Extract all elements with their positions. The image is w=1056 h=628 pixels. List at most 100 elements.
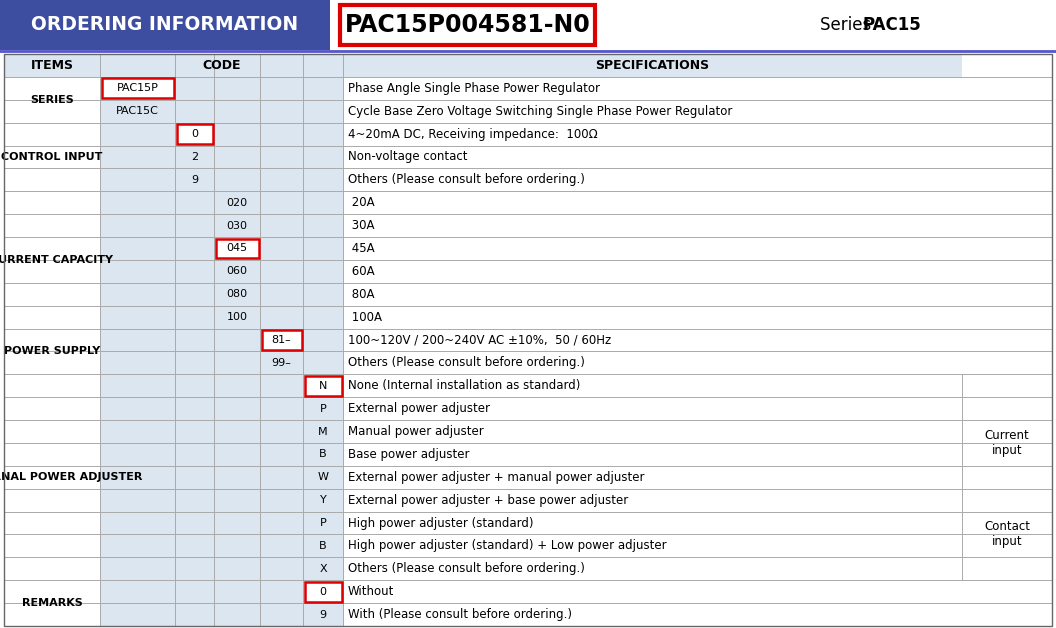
Bar [175, 352, 214, 374]
Bar [175, 512, 214, 534]
Text: PAC15C: PAC15C [116, 106, 159, 116]
Text: External power adjuster: External power adjuster [348, 402, 490, 415]
Text: W: W [318, 472, 328, 482]
Text: ITEMS: ITEMS [31, 59, 74, 72]
Text: N: N [319, 381, 327, 391]
Bar [303, 443, 343, 466]
Text: 100A: 100A [348, 311, 382, 323]
Bar [100, 192, 175, 214]
Text: With (Please consult before ordering.): With (Please consult before ordering.) [348, 608, 572, 621]
Bar [175, 146, 214, 168]
Text: 080: 080 [226, 290, 247, 299]
Bar [260, 603, 303, 626]
Bar [260, 283, 303, 306]
Bar [303, 420, 343, 443]
Bar [175, 192, 214, 214]
Bar [100, 352, 175, 374]
Text: 100~120V / 200~240V AC ±10%,  50 / 60Hz: 100~120V / 200~240V AC ±10%, 50 / 60Hz [348, 333, 611, 347]
Bar [303, 77, 343, 100]
Bar [175, 420, 214, 443]
Text: 2: 2 [191, 152, 199, 162]
Bar [175, 328, 214, 352]
Text: Current
input: Current input [984, 429, 1030, 457]
Bar [175, 534, 214, 558]
Bar [303, 558, 343, 580]
Bar [175, 168, 214, 192]
Text: Contact
input: Contact input [984, 521, 1030, 548]
Bar [100, 374, 175, 397]
Bar [100, 122, 175, 146]
Text: CURRENT CAPACITY: CURRENT CAPACITY [0, 255, 113, 265]
Bar [260, 100, 303, 122]
Text: Y: Y [320, 495, 326, 505]
Bar [260, 328, 303, 352]
Text: 9: 9 [319, 610, 326, 620]
Bar [175, 603, 214, 626]
Text: 30A: 30A [348, 219, 375, 232]
Text: POWER SUPPLY: POWER SUPPLY [4, 347, 100, 357]
Bar [175, 306, 214, 328]
Bar [214, 397, 260, 420]
Bar [303, 352, 343, 374]
Bar [4, 54, 962, 77]
Bar [340, 5, 595, 45]
Text: Without: Without [348, 585, 394, 598]
Bar [214, 192, 260, 214]
Text: 060: 060 [226, 266, 247, 276]
Text: Base power adjuster: Base power adjuster [348, 448, 470, 461]
Bar [214, 443, 260, 466]
Text: 0: 0 [191, 129, 199, 139]
Bar [215, 239, 259, 258]
Text: PAC15P004581-N0: PAC15P004581-N0 [344, 13, 590, 37]
Bar [260, 420, 303, 443]
Bar [260, 580, 303, 603]
Bar [303, 397, 343, 420]
Bar [260, 397, 303, 420]
Text: Non-voltage contact: Non-voltage contact [348, 151, 468, 163]
Bar [100, 603, 175, 626]
Bar [214, 100, 260, 122]
Text: SPECIFICATIONS: SPECIFICATIONS [596, 59, 710, 72]
Bar [175, 237, 214, 260]
Bar [100, 328, 175, 352]
Text: M: M [318, 426, 327, 436]
Bar [175, 214, 214, 237]
Bar [100, 466, 175, 489]
Bar [260, 122, 303, 146]
Bar [100, 580, 175, 603]
Text: P: P [320, 404, 326, 414]
Bar [214, 534, 260, 558]
Text: 020: 020 [226, 198, 247, 208]
Text: P: P [320, 518, 326, 528]
Bar [303, 260, 343, 283]
Bar [214, 122, 260, 146]
Bar [303, 374, 343, 397]
Bar [175, 466, 214, 489]
Text: EXTERNAL POWER ADJUSTER: EXTERNAL POWER ADJUSTER [0, 472, 143, 482]
Text: None (Internal installation as standard): None (Internal installation as standard) [348, 379, 581, 392]
Bar [100, 420, 175, 443]
Text: REMARKS: REMARKS [21, 598, 82, 608]
Text: PAC15: PAC15 [862, 16, 921, 34]
Bar [304, 376, 341, 396]
Text: Others (Please consult before ordering.): Others (Please consult before ordering.) [348, 356, 585, 369]
Text: 99–: 99– [271, 358, 291, 368]
Text: 80A: 80A [348, 288, 375, 301]
Text: External power adjuster + base power adjuster: External power adjuster + base power adj… [348, 494, 628, 507]
Bar [214, 374, 260, 397]
Bar [101, 78, 173, 98]
Bar [214, 237, 260, 260]
Text: Series: Series [821, 16, 876, 34]
Bar [100, 283, 175, 306]
Text: High power adjuster (standard): High power adjuster (standard) [348, 517, 533, 529]
Bar [176, 124, 212, 144]
Bar [214, 328, 260, 352]
Text: PAC15P: PAC15P [116, 84, 158, 94]
Bar [260, 77, 303, 100]
Text: X: X [319, 564, 326, 574]
Bar [100, 512, 175, 534]
Bar [260, 534, 303, 558]
Text: External power adjuster + manual power adjuster: External power adjuster + manual power a… [348, 471, 644, 484]
Bar [214, 352, 260, 374]
Bar [260, 466, 303, 489]
